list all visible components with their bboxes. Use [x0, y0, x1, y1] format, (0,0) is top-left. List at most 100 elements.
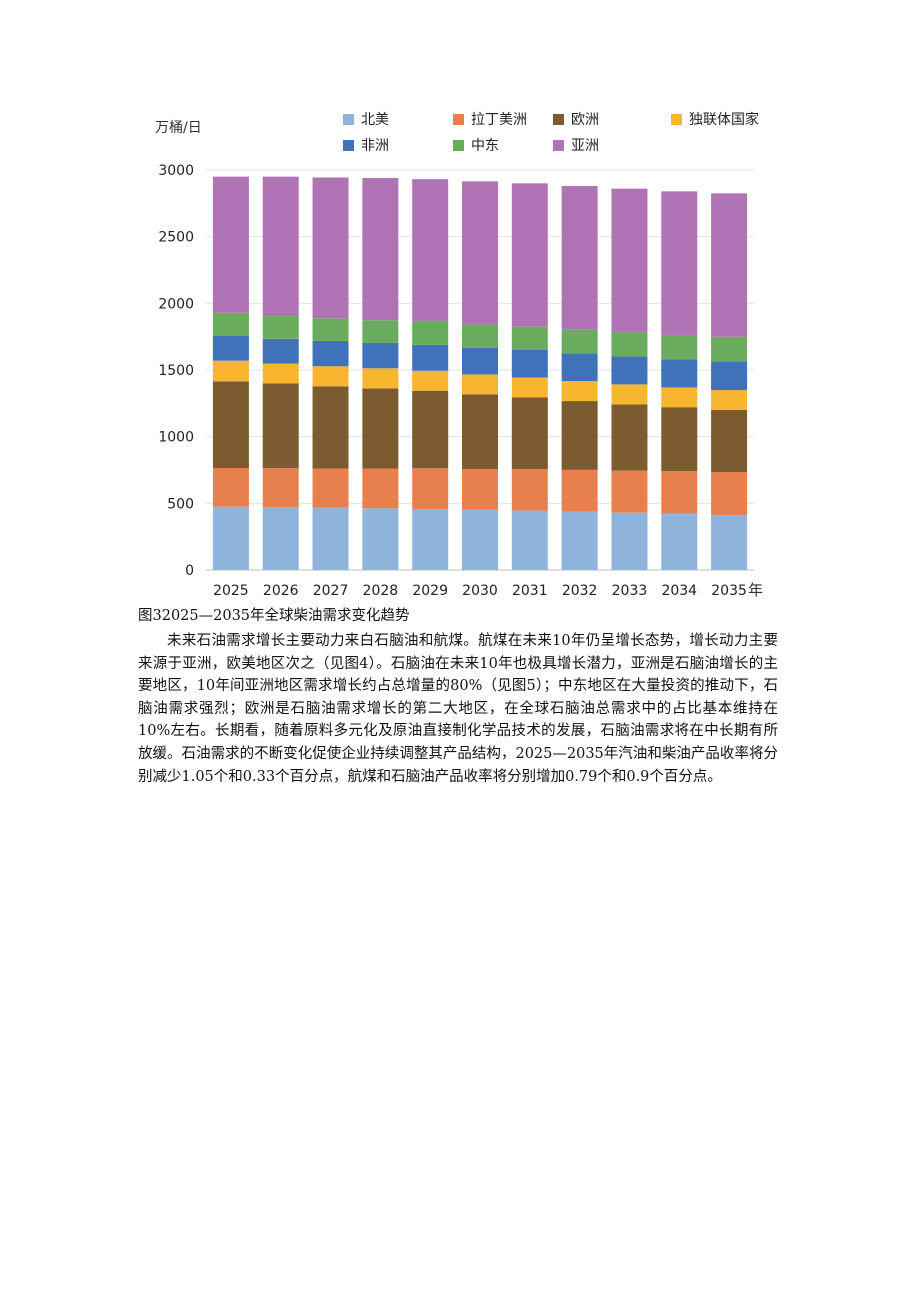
- bar-segment: [312, 318, 349, 341]
- legend-swatch: [343, 140, 354, 151]
- bar-segment: [212, 468, 249, 507]
- legend-label: 欧洲: [571, 112, 599, 128]
- x-tick-label: 2035: [711, 583, 747, 599]
- bar-segment: [212, 506, 249, 570]
- bar-segment: [312, 366, 349, 387]
- x-tick-label: 2028: [363, 583, 399, 599]
- x-tick-label: 2032: [562, 583, 598, 599]
- bar-segment: [611, 188, 648, 333]
- bar-segment: [611, 332, 648, 357]
- bar-segment: [362, 178, 399, 321]
- bar-segment: [262, 316, 299, 339]
- bar-segment: [511, 350, 548, 378]
- bar-segment: [312, 177, 349, 319]
- legend-swatch: [343, 114, 354, 125]
- bar-segment: [711, 336, 748, 362]
- figure-caption: 图32025—2035年全球柴油需求变化趋势: [138, 608, 410, 624]
- bar-segment: [661, 359, 698, 388]
- bar-segment: [312, 340, 349, 367]
- x-tick-label: 2027: [313, 583, 349, 599]
- bar-segment: [362, 342, 399, 369]
- y-tick-label: 1000: [158, 430, 194, 446]
- bar-segment: [511, 397, 548, 470]
- x-tick-label: 2034: [661, 583, 697, 599]
- x-tick-label: 2030: [462, 583, 498, 599]
- bar-segment: [661, 191, 698, 335]
- bar-segment: [511, 183, 548, 327]
- y-tick-label: 3000: [158, 163, 194, 179]
- legend-label: 独联体国家: [689, 111, 759, 128]
- bar-segment: [711, 193, 748, 337]
- legend-swatch: [553, 114, 564, 125]
- bar-segment: [362, 388, 399, 469]
- bar-segment: [212, 176, 249, 313]
- legend-swatch: [453, 114, 464, 125]
- bar-segment: [312, 507, 349, 570]
- bar-segment: [661, 513, 698, 570]
- bar-segment: [511, 469, 548, 511]
- y-tick-label: 2000: [158, 296, 194, 312]
- bar-segment: [312, 468, 349, 508]
- bar-segment: [611, 512, 648, 570]
- x-tick-label: 2026: [263, 583, 299, 599]
- bar-segment: [661, 387, 698, 408]
- bar-segment: [462, 181, 498, 325]
- legend-swatch: [553, 140, 564, 151]
- bar-segment: [362, 468, 399, 509]
- bar-segment: [462, 324, 498, 348]
- y-tick-label: 1500: [158, 363, 194, 379]
- legend-label: 北美: [361, 112, 389, 128]
- bar-segment: [262, 363, 299, 384]
- legend-label: 非洲: [361, 138, 389, 154]
- bar-segment: [561, 401, 598, 470]
- bar-segment: [711, 472, 748, 515]
- bar-segment: [661, 471, 698, 514]
- body-paragraph: 未来石油需求增长主要动力来白石脑油和航煤。航煤在未来10年仍呈增长态势，增长动力…: [138, 633, 778, 785]
- bar-segment: [462, 347, 498, 375]
- bar-segment: [611, 384, 648, 405]
- bar-segment: [462, 394, 498, 470]
- bar-segment: [711, 390, 748, 410]
- bar-segment: [661, 334, 698, 360]
- x-axis-ticks: 2025 2026 2027 2028 2029 2030 2031 2032 2033 2034…: [213, 583, 747, 599]
- bar-segment: [212, 312, 249, 336]
- x-tick-label: 2029: [412, 583, 448, 599]
- bar-segment: [561, 353, 598, 382]
- bar-segment: [312, 386, 349, 469]
- bar-segment: [462, 469, 498, 510]
- bar-segment: [511, 377, 548, 398]
- bar-segment: [611, 470, 648, 513]
- y-tick-label: 500: [167, 496, 194, 512]
- bar-segment: [511, 510, 548, 570]
- legend-label: 亚洲: [571, 138, 599, 154]
- legend-label: 中东: [471, 138, 499, 154]
- bar-segment: [561, 511, 598, 570]
- bar-segment: [561, 186, 598, 330]
- bar-segment: [711, 409, 748, 472]
- y-tick-label: 0: [185, 563, 194, 579]
- x-tick-label: 2033: [612, 583, 648, 599]
- bar-segment: [412, 344, 449, 371]
- bar-segment: [262, 338, 299, 364]
- x-tick-label: 2031: [512, 583, 548, 599]
- bar-segment: [561, 469, 598, 512]
- bar-segment: [561, 381, 598, 402]
- bars: [212, 176, 748, 570]
- bar-segment: [212, 381, 249, 468]
- legend-swatch: [453, 140, 464, 151]
- bar-segment: [412, 468, 449, 509]
- x-axis-unit-label: 年: [748, 581, 763, 599]
- bar-segment: [362, 508, 399, 570]
- bar-segment: [711, 361, 748, 391]
- bar-segment: [462, 509, 498, 570]
- bar-segment: [262, 468, 299, 508]
- bar-segment: [412, 390, 449, 469]
- legend-label: 拉丁美洲: [471, 112, 527, 128]
- bar-segment: [262, 176, 299, 317]
- bar-segment: [362, 368, 399, 389]
- y-axis-unit-label: 万桶/日: [155, 120, 202, 136]
- legend-swatch: [671, 114, 682, 125]
- bar-segment: [362, 320, 399, 343]
